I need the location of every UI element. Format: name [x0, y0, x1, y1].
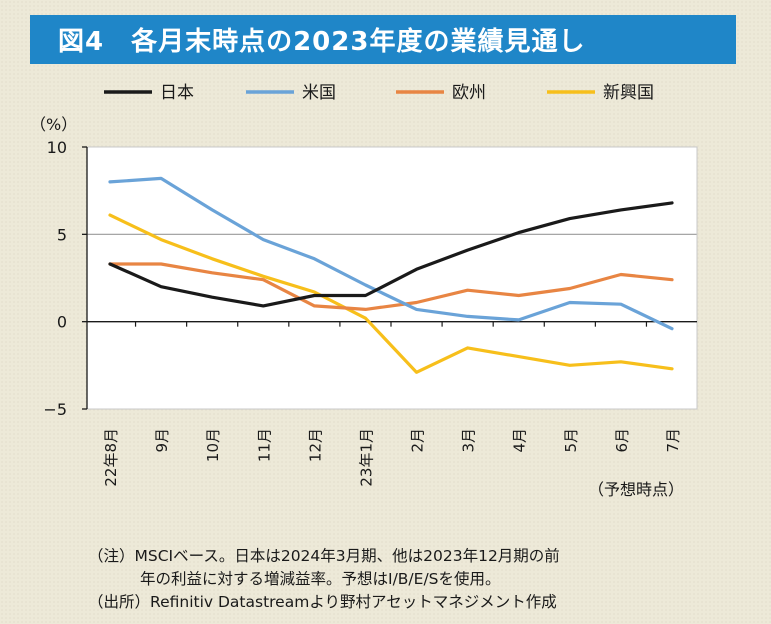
x-tick-label: 10月: [204, 428, 222, 462]
series-line-米国: [108, 176, 674, 331]
x-tick-label: 5月: [562, 428, 580, 453]
legend-label: 米国: [302, 83, 336, 103]
note-line-2: 年の利益に対する増減益率。予想はI/B/E/Sを使用。: [140, 570, 501, 588]
series-line-日本: [108, 201, 674, 308]
x-axis-unit-label: （予想時点）: [588, 480, 684, 499]
y-tick-label: 5: [57, 225, 67, 244]
x-tick-label: 4月: [511, 428, 529, 453]
note-line-1: （注）MSCIベース。日本は2024年3月期、他は2023年12月期の前: [88, 547, 560, 565]
series-lines: [108, 176, 674, 374]
x-tick-label: 7月: [664, 428, 682, 453]
legend: 日本 米国 欧州 新興国: [104, 83, 654, 103]
x-tick-label: 3月: [460, 428, 478, 453]
x-tick-label: 2月: [409, 428, 427, 453]
y-tick-label: −5: [43, 400, 67, 419]
y-axis-unit-label: （%）: [30, 115, 77, 134]
axes: 10 5 0 −5 22年8月 9月 10月 11月 12月 23年1月 2月 3月 4月 5月 6月 7月: [43, 138, 697, 487]
title-bar: [30, 15, 736, 64]
page-title: 図4 各月末時点の2023年度の業績見通し: [58, 27, 586, 57]
x-tick-label: 11月: [255, 428, 273, 462]
x-tick-label: 6月: [613, 428, 631, 453]
legend-label: 新興国: [603, 83, 654, 103]
legend-label: 日本: [160, 83, 194, 103]
source-line: （出所）Refinitiv Datastreamより野村アセットマネジメント作成: [88, 593, 557, 611]
x-tick-label: 9月: [153, 428, 171, 453]
series-line-欧州: [108, 262, 674, 311]
y-tick-label: 10: [47, 138, 67, 157]
footnotes: （注）MSCIベース。日本は2024年3月期、他は2023年12月期の前 年の利…: [88, 545, 560, 614]
legend-label: 欧州: [452, 83, 486, 103]
plot-area: [87, 147, 697, 409]
x-tick-label: 23年1月: [357, 428, 375, 487]
x-tick-label: 22年8月: [102, 428, 120, 487]
series-line-新興国: [108, 213, 674, 374]
y-tick-label: 0: [57, 313, 67, 332]
x-tick-label: 12月: [306, 428, 324, 462]
